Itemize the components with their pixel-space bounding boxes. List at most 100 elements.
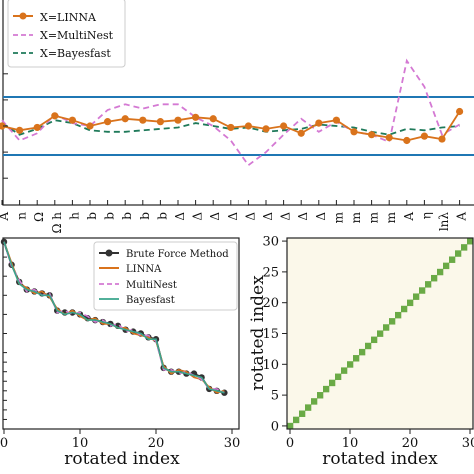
- data-point-x-linna: [68, 116, 76, 124]
- top-xtick-label: b: [103, 212, 117, 220]
- top-xtick-label: Δ: [173, 212, 187, 221]
- legend-bayesfast-label: X=Bayesfast: [40, 47, 111, 60]
- diagonal-cell: [407, 299, 414, 307]
- data-point-x-linna: [16, 126, 24, 134]
- top-xtick-label: Ω h: [50, 212, 64, 234]
- top-xtick-label: m: [367, 211, 381, 223]
- top-legend-box: [7, 0, 126, 68]
- diagonal-cell: [401, 305, 408, 313]
- diagonal-cell: [335, 373, 342, 381]
- bottom-right-panel: 0 10 20 30 0 5 10 15 20 25 30 rotated index rotat…: [248, 235, 474, 469]
- bottom-left-xlabel: rotated index: [64, 449, 180, 469]
- data-point-x-linna: [280, 122, 288, 130]
- data-point-x-linna: [0, 122, 6, 130]
- top-xtick-label: b: [155, 212, 169, 220]
- bl-xtick-label: 30: [224, 436, 241, 451]
- diagonal-cell: [413, 293, 420, 300]
- top-xtick-label: Δ: [226, 212, 240, 221]
- br-ytick-label: 15: [262, 327, 279, 342]
- diagonal-cell: [395, 311, 402, 319]
- bottom-right-ylabel: rotated index: [248, 275, 268, 391]
- top-xtick-label: Δ: [208, 212, 222, 221]
- diagonal-cell: [353, 355, 360, 362]
- bl-xtick-label: 10: [72, 436, 89, 451]
- data-point-x-linna: [420, 132, 428, 140]
- top-xtick-label: b: [120, 212, 134, 220]
- data-point-x-linna: [332, 116, 340, 124]
- data-point-x-linna: [51, 112, 59, 120]
- top-xtick-label: Δ: [279, 212, 293, 221]
- br-ytick-label: 20: [262, 296, 279, 311]
- br-ytick-label: 5: [271, 389, 279, 404]
- diagonal-cell: [449, 256, 456, 263]
- bl-series-line-bayesfast: [3, 241, 225, 394]
- data-point-x-linna: [385, 134, 393, 142]
- diagonal-cell: [341, 367, 348, 374]
- diagonal-cell: [443, 262, 450, 270]
- top-xtick-label: Δ: [314, 212, 328, 221]
- top-xtick-label: b: [85, 212, 99, 220]
- data-point-x-linna: [262, 125, 270, 133]
- top-xtick-label: Δ: [296, 212, 310, 221]
- data-point-x-linna: [456, 107, 464, 116]
- top-xtick-label: m: [349, 211, 363, 223]
- legend-multinest-label: X=MultiNest: [40, 29, 114, 42]
- diagonal-cell: [437, 268, 444, 276]
- data-point-x-linna: [227, 123, 235, 132]
- data-point-x-linna: [33, 123, 41, 132]
- data-point-x-linna: [209, 115, 217, 123]
- top-xtick-label: Δ: [243, 212, 257, 221]
- data-point-x-linna: [86, 122, 94, 130]
- diagonal-cell: [425, 281, 432, 288]
- data-point-x-linna: [104, 118, 112, 126]
- bl-xtick-label: 20: [148, 436, 165, 451]
- diagonal-cell: [347, 361, 354, 368]
- diagonal-cell: [419, 287, 426, 294]
- data-point-x-linna: [368, 131, 376, 139]
- legend-bf-marker: [105, 249, 113, 257]
- diagonal-cell: [467, 238, 474, 245]
- bl-xtick-label: 0: [0, 436, 8, 451]
- br-xtick-label: 30: [462, 436, 474, 451]
- data-point-x-linna: [244, 122, 252, 130]
- diagonal-cell: [323, 385, 330, 393]
- diagonal-cell: [317, 392, 324, 399]
- top-legend: X=LINNA X=MultiNest X=Bayesfast: [7, 0, 126, 68]
- bottom-left-legend-box: [93, 241, 238, 311]
- top-xtick-label: Ω: [32, 212, 46, 222]
- data-point-x-linna: [350, 128, 358, 136]
- diagonal-cell: [431, 274, 438, 282]
- top-xtick-label: lnλ: [437, 212, 451, 232]
- br-ytick-label: 10: [262, 358, 279, 373]
- top-xtick-label: n: [15, 212, 29, 220]
- top-xtick-label: m: [331, 211, 345, 223]
- diagonal-cell: [377, 330, 384, 337]
- legend-bf-label: Brute Force Method: [126, 249, 229, 260]
- data-point-x-linna: [139, 116, 147, 124]
- data-point-x-linna: [403, 136, 411, 145]
- top-xtick-label: Δ: [261, 212, 275, 221]
- top-xtick-label: A: [402, 212, 416, 222]
- data-point-x-linna: [297, 129, 305, 137]
- legend-bl-multinest-label: MultiNest: [126, 280, 177, 291]
- data-point-x-linna: [315, 119, 323, 127]
- legend-linna-label: X=LINNA: [40, 11, 97, 24]
- data-point-x-linna: [174, 116, 182, 124]
- diagonal-cell: [299, 410, 306, 417]
- bottom-right-xlabel: rotated index: [322, 449, 438, 469]
- top-xtick-label: h: [67, 212, 81, 220]
- br-ytick-label: 25: [262, 265, 279, 280]
- diagonal-cell: [455, 250, 462, 257]
- diagonal-cell: [359, 348, 366, 356]
- data-point-x-linna: [438, 135, 446, 143]
- top-xtick-label: A: [455, 212, 469, 222]
- top-xtick-label: b: [138, 212, 152, 220]
- data-point-x-linna: [121, 115, 129, 123]
- top-xtick-label: Δ: [191, 212, 205, 221]
- series-line-x-bayesfast: [1, 119, 460, 136]
- legend-linna-marker: [19, 12, 27, 20]
- diagonal-cell: [329, 379, 336, 387]
- series-line-x-multinest: [1, 58, 461, 167]
- diagonal-cell: [383, 324, 390, 331]
